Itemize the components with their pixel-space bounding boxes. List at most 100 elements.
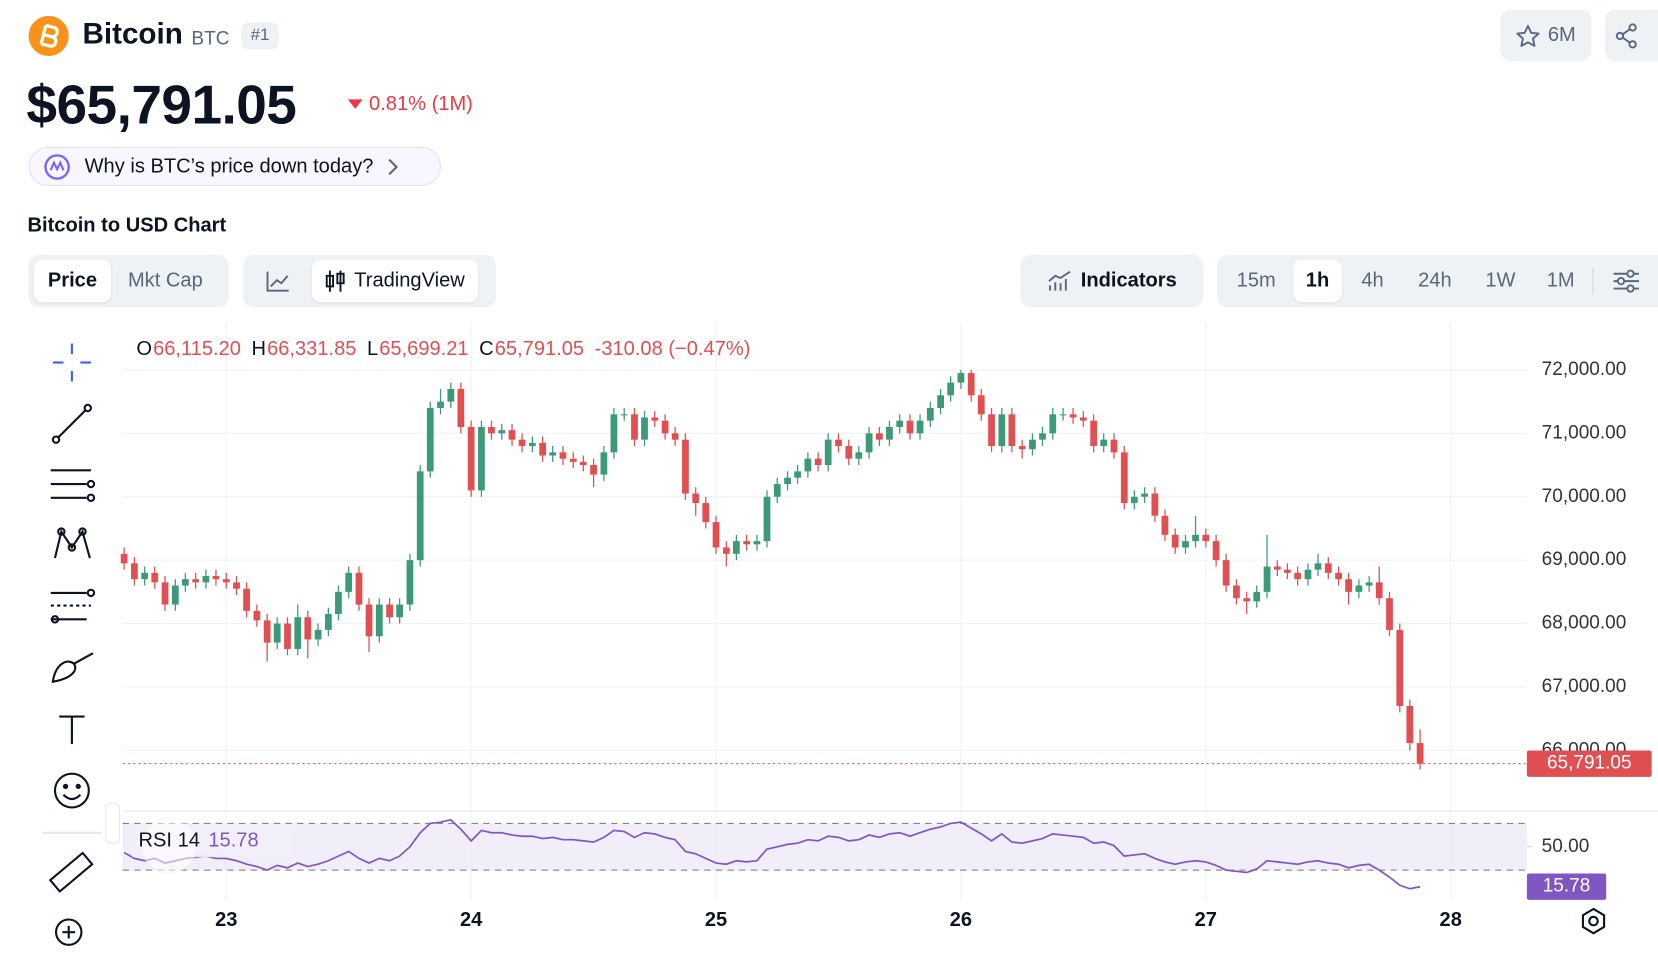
candle-body — [957, 373, 965, 383]
candle-body — [579, 461, 587, 466]
collapse-handle[interactable] — [105, 802, 121, 844]
candle-body — [1314, 563, 1322, 570]
y-tick-label: 68,000.00 — [1542, 613, 1627, 634]
emoji-tool[interactable] — [53, 772, 90, 809]
candle-body — [1222, 560, 1230, 586]
share-button[interactable] — [1605, 9, 1658, 62]
mode-label: TradingView — [354, 269, 465, 292]
candle-body — [590, 465, 597, 475]
line-mode[interactable] — [248, 260, 307, 302]
brush-tool[interactable] — [51, 652, 94, 683]
watchlist-button[interactable]: 6M — [1500, 9, 1592, 62]
fib-tool[interactable] — [50, 588, 96, 624]
indicators-button[interactable]: Indicators — [1020, 254, 1204, 308]
candle-body — [386, 604, 393, 618]
candle-body — [498, 430, 506, 434]
ai-prompt[interactable]: Why is BTC’s price down today? — [28, 146, 441, 187]
candle-body — [651, 417, 659, 421]
candle-body — [569, 458, 577, 462]
candle-body — [1294, 572, 1302, 580]
ohlc-change: -310.08 (−0.47%) — [595, 338, 751, 360]
interval-tab[interactable]: 1M — [1546, 269, 1575, 292]
zoom-tool[interactable] — [54, 918, 83, 946]
pattern-tool[interactable] — [53, 527, 91, 559]
chart-settings[interactable] — [1610, 268, 1642, 293]
trend-line-tool[interactable] — [51, 403, 92, 444]
candle-body — [1059, 414, 1067, 416]
candle-body — [416, 471, 424, 561]
candle-body — [1090, 420, 1098, 447]
candle-body — [947, 382, 955, 396]
ai-icon — [44, 153, 70, 180]
candle-body — [375, 604, 383, 637]
view-tab[interactable]: Mkt Cap — [127, 269, 203, 292]
ohlc-value: 65,791.05 — [495, 338, 584, 360]
candle-body — [763, 496, 771, 542]
candle-body — [824, 439, 832, 466]
candle-body — [906, 420, 914, 434]
candle-body — [732, 541, 740, 554]
candle-body — [1151, 493, 1159, 516]
candle-body — [1182, 541, 1189, 548]
rsi-band — [122, 823, 1527, 871]
candle-icon — [325, 270, 345, 292]
ohlc-letter: O — [136, 338, 152, 360]
tradingview-mode[interactable]: TradingView — [311, 259, 478, 303]
candle-body — [1120, 452, 1128, 504]
price-change: 0.81% (1M) — [369, 93, 473, 116]
candle-body — [1253, 591, 1261, 602]
candle-body — [1243, 598, 1251, 602]
candle-body — [926, 407, 934, 421]
x-tick-label: 28 — [1440, 909, 1462, 931]
candle-body — [1049, 414, 1057, 434]
rsi-badge-label: 15.78 — [1543, 876, 1591, 897]
candle-body — [478, 426, 485, 491]
candle-body — [467, 426, 475, 491]
crosshair-tool[interactable] — [52, 343, 91, 382]
candle-body — [886, 426, 893, 440]
interval-tab[interactable]: 24h — [1418, 269, 1452, 292]
settings-icon[interactable] — [1581, 907, 1606, 935]
candle-body — [192, 579, 200, 583]
candle-body — [243, 588, 250, 611]
interval-tab[interactable]: 4h — [1361, 269, 1384, 292]
price: $65,791.05 — [26, 75, 297, 137]
ruler-tool[interactable] — [48, 851, 94, 893]
last-price-label: 65,791.05 — [1547, 753, 1632, 774]
candle-body — [1304, 569, 1312, 580]
x-tick-label: 25 — [705, 909, 727, 931]
interval-tab[interactable]: 1W — [1485, 269, 1516, 292]
candle-body — [1141, 493, 1148, 497]
horizontal-lines-tool[interactable] — [50, 469, 96, 503]
interval-tab[interactable]: 1h — [1293, 259, 1342, 303]
separator — [1592, 267, 1594, 295]
interval-tabs: 15m 1h 4h 24h 1W 1M — [1217, 254, 1658, 308]
candle-body — [977, 395, 985, 415]
tv-logo — [141, 817, 198, 874]
ohlc-value: 65,699.21 — [379, 338, 468, 360]
candle-body — [610, 414, 618, 453]
interval-tab[interactable]: 15m — [1236, 269, 1276, 292]
candle-body — [120, 553, 128, 564]
text-tool[interactable] — [59, 715, 85, 745]
y-tick-label: 71,000.00 — [1542, 422, 1627, 443]
candle-body — [406, 560, 414, 605]
candle-body — [916, 420, 924, 434]
candle-body — [304, 617, 312, 640]
candle-body — [702, 503, 710, 523]
candle-body — [641, 417, 648, 440]
indicators-label: Indicators — [1080, 269, 1177, 292]
candle-body — [855, 452, 863, 459]
candle-body — [1161, 515, 1169, 535]
view-tab[interactable]: Price — [33, 259, 112, 303]
sliders-icon — [1613, 269, 1639, 293]
candle-body — [131, 563, 138, 580]
candle-body — [835, 439, 842, 447]
candle-body — [1018, 446, 1026, 450]
candle-body — [426, 407, 434, 472]
candle-body — [1355, 585, 1363, 592]
candle-body — [488, 426, 495, 434]
candle-body — [1202, 534, 1210, 542]
candle-body — [1406, 706, 1414, 744]
x-tick-label: 23 — [215, 909, 237, 931]
